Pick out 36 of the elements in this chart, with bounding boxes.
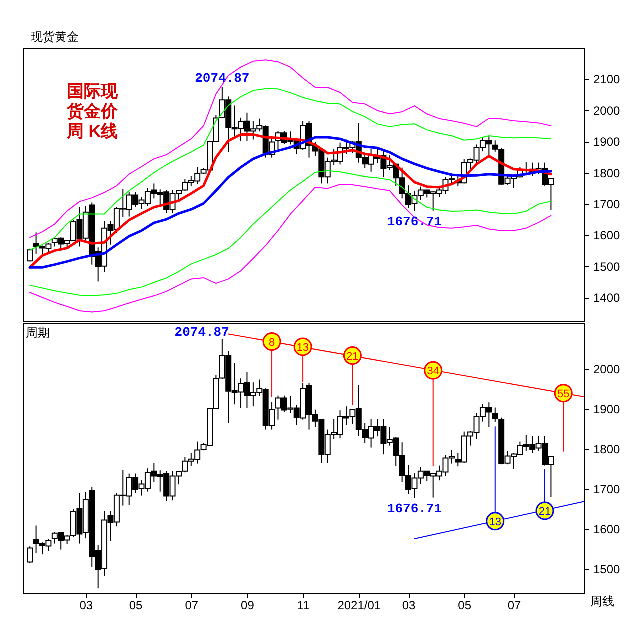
y-tick-label: 1700 <box>594 482 621 496</box>
annotation: 21 <box>346 350 359 363</box>
x-axis-title: 周线 <box>590 594 614 608</box>
annotation: 13 <box>296 342 310 354</box>
annotation: 34 <box>427 366 440 378</box>
annotation: 1676.71 <box>387 501 442 516</box>
x-tick-label: 11 <box>297 598 310 612</box>
annotation: 2074.87 <box>174 325 230 340</box>
annotation: 8 <box>268 336 276 349</box>
y-tick-label: 1800 <box>594 166 621 180</box>
y-tick-label: 1400 <box>594 291 621 306</box>
x-tick-label: 05 <box>129 598 144 612</box>
y-tick-label: 2000 <box>594 362 621 376</box>
y-tick-label: 2100 <box>594 72 621 87</box>
annotation: 21 <box>538 506 552 518</box>
y-tick-label: 1900 <box>594 402 621 416</box>
y-tick-label: 1500 <box>594 260 621 274</box>
y-tick-label: 1600 <box>594 522 621 536</box>
y-tick-label: 2000 <box>594 104 621 118</box>
y-tick-label: 1800 <box>594 442 621 456</box>
x-tick-label: 03 <box>80 598 94 612</box>
x-tick-label: 05 <box>458 598 472 612</box>
y-tick-label: 1700 <box>594 198 621 212</box>
x-tick-label: 07 <box>185 598 199 612</box>
y-tick-label: 1900 <box>594 135 621 150</box>
y-tick-label: 1600 <box>594 228 621 243</box>
x-tick-label: 09 <box>241 598 255 612</box>
annotation: 55 <box>557 388 570 400</box>
annotation: 国际现货金价周 K线 <box>66 82 119 141</box>
chart-title: 周期 <box>26 326 50 340</box>
x-tick-label: 2021/01 <box>338 598 382 612</box>
chart-title: 现货黄金 <box>31 30 79 44</box>
x-tick-label: 03 <box>402 598 416 612</box>
y-tick-label: 1500 <box>594 562 621 576</box>
x-tick-label: 07 <box>508 598 522 612</box>
annotation: 13 <box>489 516 502 528</box>
